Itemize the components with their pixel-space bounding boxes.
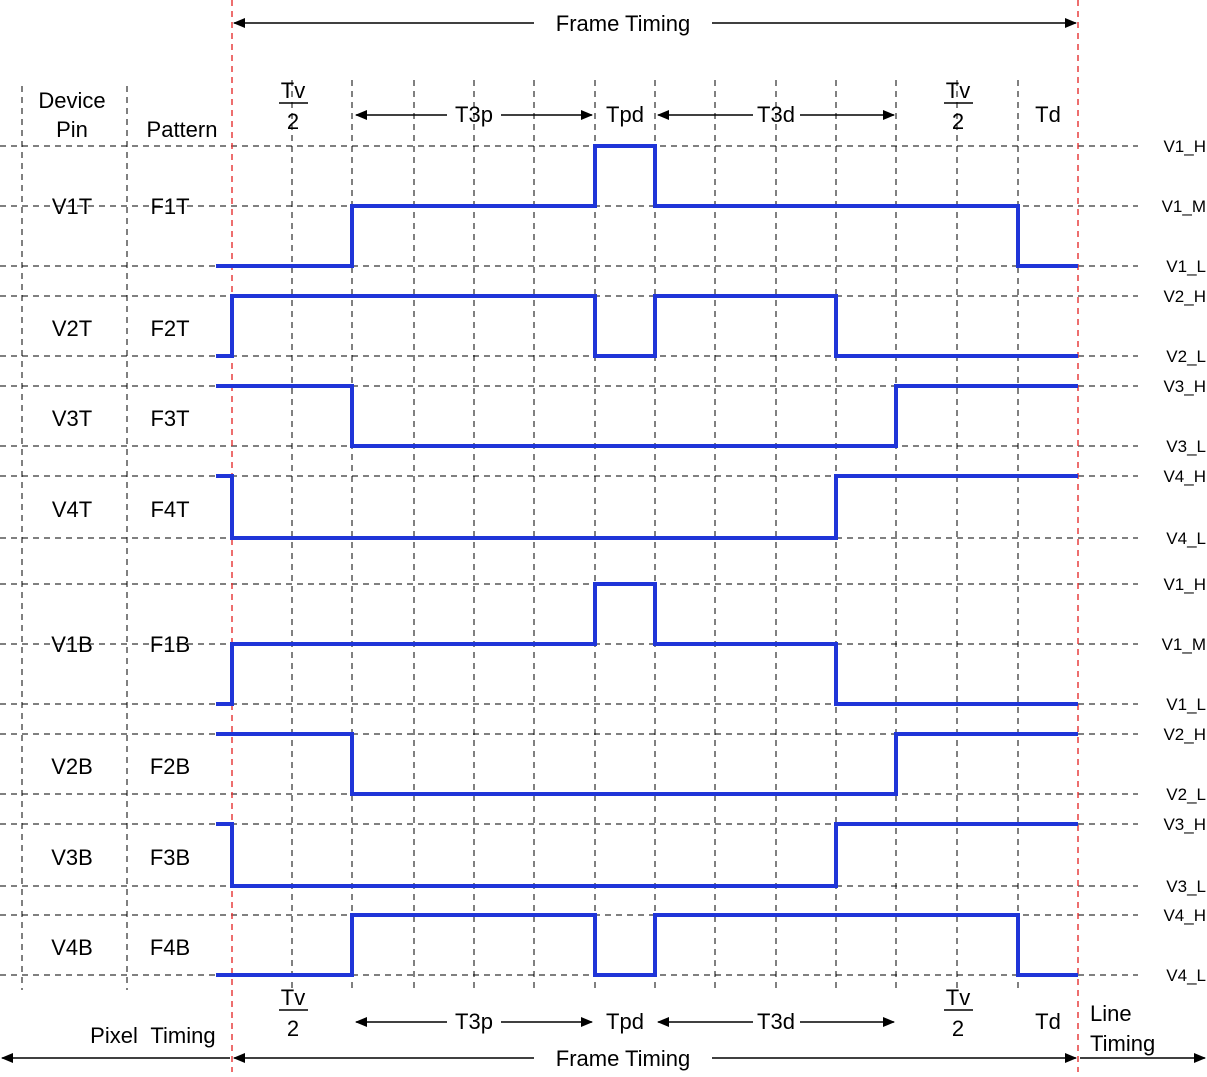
pattern-label: F2T [150,316,189,341]
td-bottom-label: Td [1035,1009,1061,1034]
level-label: V2_L [1166,347,1206,366]
waveform-v3t [216,384,1078,448]
signal-row-v1t: V1T F1T V1_H V1_M V1_L [52,137,1206,276]
level-label: V2_H [1163,287,1206,306]
level-label: V1_H [1163,137,1206,156]
tv-bottom-right-denominator: 2 [952,1016,964,1041]
signal-row-v3t: V3T F3T V3_H V3_L [52,377,1206,456]
device-header: Device [38,88,105,113]
signal-row-v1b: V1B F1B V1_H V1_M V1_L [51,575,1206,714]
t3p-top-label: T3p [455,102,493,127]
device-pin-label: V1B [51,632,93,657]
level-label: V1_H [1163,575,1206,594]
tv-top-left-denominator: 2 [287,109,299,134]
device-pin-label: V4T [52,497,92,522]
signal-row-v2b: V2B F2B V2_H V2_L [51,725,1206,804]
pattern-header: Pattern [147,117,218,142]
waveform-v4t [216,474,1078,540]
waveform-v4b [216,913,1078,977]
device-pin-label: V2T [52,316,92,341]
t3d-top-label: T3d [757,102,795,127]
waveform-v1b [216,582,1078,706]
tpd-bottom-label: Tpd [606,1009,644,1034]
device-pin-label: V3B [51,845,93,870]
device-pin-label: V1T [52,194,92,219]
tpd-top-label: Tpd [606,102,644,127]
pattern-label: F1B [150,632,190,657]
tv-bottom-left-numerator: Tv [281,985,305,1010]
waveform-v1t [216,144,1078,268]
pin-header: Pin [56,117,88,142]
pattern-label: F3B [150,845,190,870]
t3d-bottom-label: T3d [757,1009,795,1034]
signal-row-v4t: V4T F4T V4_H V4_L [52,467,1206,548]
tv-top-left-numerator: Tv [281,78,305,103]
pattern-label: F3T [150,406,189,431]
device-pin-label: V3T [52,406,92,431]
t3p-bottom-label: T3p [455,1009,493,1034]
signal-row-v2t: V2T F2T V2_H V2_L [52,287,1206,366]
waveform-v2b [216,732,1078,796]
tv-bottom-right-numerator: Tv [946,985,970,1010]
pattern-label: F4B [150,935,190,960]
tv-top-right-denominator: 2 [952,109,964,134]
frame-timing-bottom-label: Frame Timing [556,1046,690,1071]
frame-timing-top-label: Frame Timing [556,11,690,36]
tv-top-right-numerator: Tv [946,78,970,103]
level-label: V2_H [1163,725,1206,744]
line-timing-label: Timing [1090,1031,1155,1056]
level-label: V4_L [1166,529,1206,548]
pixel-timing-label: Timing [150,1023,215,1048]
level-label: V3_L [1166,877,1206,896]
line-label: Line [1090,1001,1132,1026]
level-label: V3_H [1163,377,1206,396]
pattern-label: F1T [150,194,189,219]
waveform-v2t [216,294,1078,358]
level-label: V2_L [1166,785,1206,804]
pattern-label: F2B [150,754,190,779]
signal-row-v3b: V3B F3B V3_H V3_L [51,815,1206,896]
level-label: V4_H [1163,906,1206,925]
td-top-label: Td [1035,102,1061,127]
device-pin-label: V4B [51,935,93,960]
level-label: V1_L [1166,695,1206,714]
waveform-v3b [216,822,1078,888]
level-label: V1_M [1162,635,1206,654]
level-label: V3_L [1166,437,1206,456]
device-pin-label: V2B [51,754,93,779]
level-label: V1_L [1166,257,1206,276]
signal-row-v4b: V4B F4B V4_H V4_L [51,906,1206,985]
level-label: V3_H [1163,815,1206,834]
level-label: V4_L [1166,966,1206,985]
level-label: V4_H [1163,467,1206,486]
tv-bottom-left-denominator: 2 [287,1016,299,1041]
level-label: V1_M [1162,197,1206,216]
pattern-label: F4T [150,497,189,522]
pixel-label: Pixel [90,1023,138,1048]
